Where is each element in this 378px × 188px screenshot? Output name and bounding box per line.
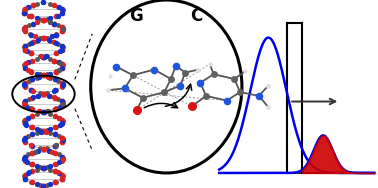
Text: C: C [191, 7, 203, 25]
Ellipse shape [91, 0, 242, 173]
Text: G: G [129, 7, 143, 25]
